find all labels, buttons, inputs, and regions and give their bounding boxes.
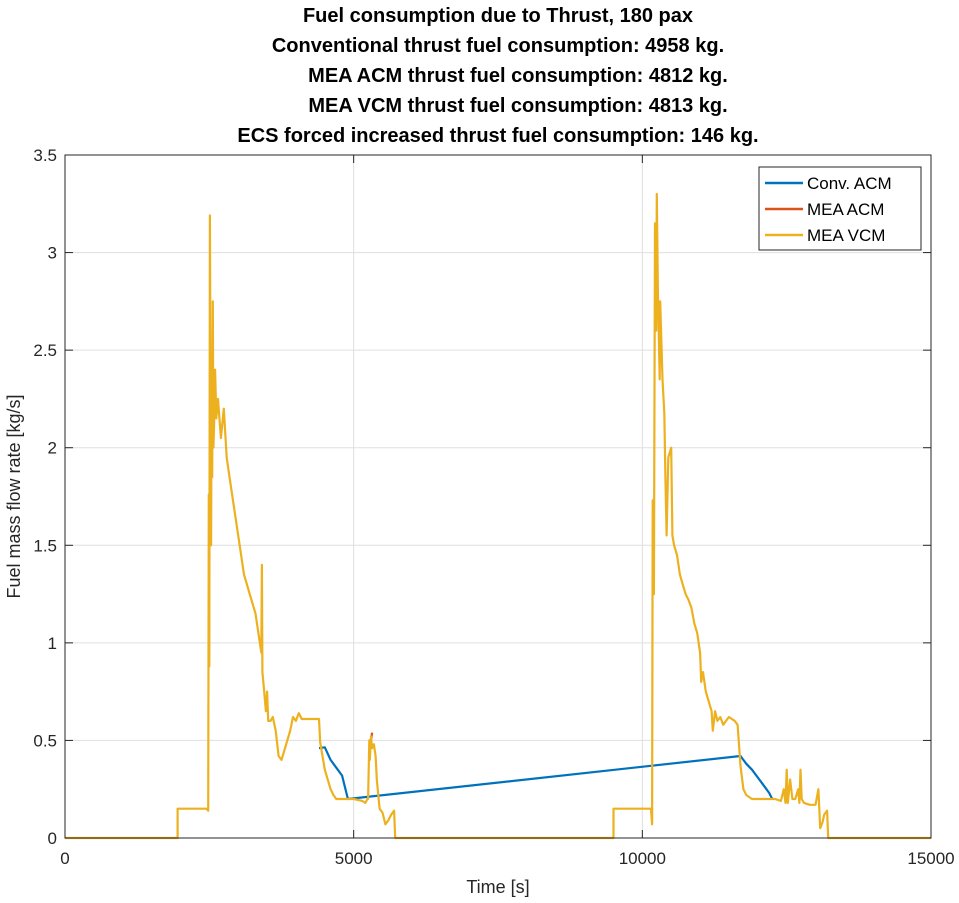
y-tick-label: 1 <box>48 634 57 653</box>
x-tick-label: 5000 <box>335 849 373 868</box>
series-line-2 <box>65 192 931 840</box>
title-line: MEA VCM thrust fuel consumption: 4813 kg… <box>308 95 727 117</box>
y-axis-ticks: 0 0.5 1 1.5 2 2.5 3 3.5 <box>33 146 931 848</box>
title-line: MEA ACM thrust fuel consumption: 4812 kg… <box>308 65 728 87</box>
x-axis-label: Time [s] <box>466 877 529 897</box>
title-line: Fuel consumption due to Thrust, 180 pax <box>303 5 693 27</box>
series-lines <box>65 192 931 840</box>
legend-entry: Conv. ACM <box>807 174 892 193</box>
y-tick-label: 0 <box>48 829 57 848</box>
title-line: Conventional thrust fuel consumption: 49… <box>272 35 724 57</box>
y-tick-label: 3.5 <box>33 146 57 165</box>
plot-frame <box>64 154 932 839</box>
y-tick-label: 3 <box>48 244 57 263</box>
legend: Conv. ACM MEA ACM MEA VCM <box>758 166 922 251</box>
x-axis-ticks: 0 5000 10000 15000 <box>60 155 955 868</box>
title-line: ECS forced increased thrust fuel consump… <box>237 125 758 147</box>
y-tick-label: 1.5 <box>33 536 57 555</box>
series-line-0 <box>318 746 774 801</box>
y-tick-label: 2.5 <box>33 341 57 360</box>
y-tick-label: 2 <box>48 439 57 458</box>
x-tick-label: 10000 <box>619 849 666 868</box>
x-tick-label: 15000 <box>907 849 954 868</box>
x-tick-label: 0 <box>60 849 69 868</box>
legend-entry: MEA VCM <box>807 226 885 245</box>
y-axis-label: Fuel mass flow rate [kg/s] <box>4 394 24 598</box>
y-tick-label: 0.5 <box>33 731 57 750</box>
legend-entry: MEA ACM <box>807 200 884 219</box>
grid-lines <box>64 154 932 839</box>
chart-title: Fuel consumption due to Thrust, 180 pax C… <box>237 5 758 147</box>
